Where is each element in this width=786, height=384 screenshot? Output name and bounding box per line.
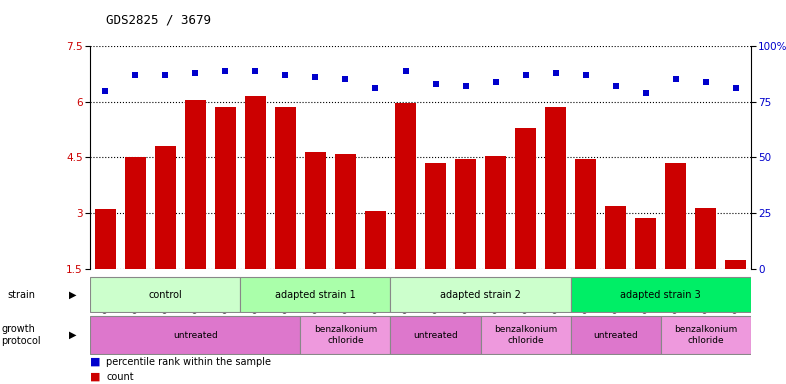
Bar [391, 277, 571, 312]
Point [429, 81, 442, 87]
Text: ▶: ▶ [68, 330, 76, 340]
Point [549, 70, 562, 76]
Text: growth
protocol: growth protocol [2, 324, 41, 346]
Bar [391, 316, 480, 354]
Bar [245, 96, 266, 269]
Text: ■: ■ [90, 372, 101, 382]
Text: count: count [106, 372, 134, 382]
Point [459, 83, 472, 89]
Point [309, 74, 321, 80]
Bar [515, 128, 536, 269]
Bar [90, 316, 300, 354]
Text: untreated: untreated [173, 331, 218, 339]
Point [670, 76, 682, 83]
Bar [455, 159, 476, 269]
Bar [605, 206, 626, 269]
Bar [185, 100, 206, 269]
Bar [155, 146, 176, 269]
Bar [215, 107, 236, 269]
Bar [90, 277, 241, 312]
Bar [395, 103, 416, 269]
Bar [635, 218, 656, 269]
Text: adapted strain 1: adapted strain 1 [275, 290, 356, 300]
Bar [275, 107, 296, 269]
Bar [241, 277, 391, 312]
Bar [725, 260, 746, 269]
Bar [300, 316, 391, 354]
Bar [365, 211, 386, 269]
Bar [480, 316, 571, 354]
Point [520, 72, 532, 78]
Point [399, 68, 412, 74]
Bar [695, 208, 716, 269]
Bar [545, 107, 566, 269]
Text: adapted strain 2: adapted strain 2 [440, 290, 521, 300]
Point [729, 85, 742, 91]
Bar [575, 159, 596, 269]
Bar [305, 152, 326, 269]
Text: adapted strain 3: adapted strain 3 [620, 290, 701, 300]
Bar [125, 157, 146, 269]
Point [189, 70, 202, 76]
Text: control: control [149, 290, 182, 300]
Point [340, 76, 352, 83]
Bar [335, 154, 356, 269]
Point [129, 72, 141, 78]
Text: benzalkonium
chloride: benzalkonium chloride [494, 325, 557, 345]
Point [579, 72, 592, 78]
Bar [95, 209, 116, 269]
Text: ■: ■ [90, 357, 101, 367]
Point [219, 68, 232, 74]
Bar [660, 316, 751, 354]
Point [639, 90, 652, 96]
Text: untreated: untreated [413, 331, 458, 339]
Point [489, 79, 501, 85]
Text: benzalkonium
chloride: benzalkonium chloride [674, 325, 737, 345]
Point [700, 79, 712, 85]
Bar [571, 277, 751, 312]
Point [369, 85, 382, 91]
Text: GDS2825 / 3679: GDS2825 / 3679 [106, 13, 211, 26]
Text: benzalkonium
chloride: benzalkonium chloride [314, 325, 377, 345]
Bar [485, 156, 506, 269]
Point [249, 68, 262, 74]
Text: strain: strain [8, 290, 36, 300]
Bar [425, 163, 446, 269]
Bar [571, 316, 660, 354]
Point [99, 88, 112, 94]
Text: ▶: ▶ [68, 290, 76, 300]
Point [609, 83, 622, 89]
Point [159, 72, 171, 78]
Text: percentile rank within the sample: percentile rank within the sample [106, 357, 271, 367]
Text: untreated: untreated [593, 331, 638, 339]
Point [279, 72, 292, 78]
Bar [665, 163, 686, 269]
